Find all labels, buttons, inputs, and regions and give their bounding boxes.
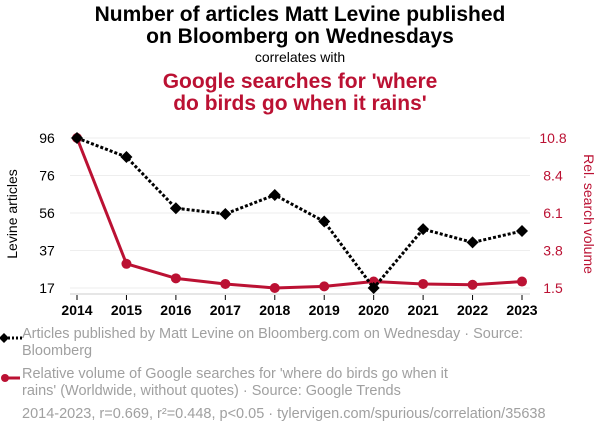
series-google-point bbox=[467, 279, 478, 290]
series-google-point bbox=[121, 258, 132, 269]
y-left-tick-label: 17 bbox=[39, 280, 55, 296]
series-levine-point bbox=[318, 215, 331, 228]
series-google-point bbox=[319, 281, 330, 292]
x-tick-label: 2014 bbox=[61, 302, 92, 318]
series-levine-point bbox=[367, 282, 380, 294]
series-google-line bbox=[75, 137, 523, 290]
y-axis-left-label: Levine articles bbox=[4, 169, 20, 259]
legend-series2-line1: Relative volume of Google searches for '… bbox=[22, 366, 448, 382]
footer-stats: 2014-2023, r=0.669, r²=0.448, p<0.05 · t… bbox=[22, 406, 546, 422]
series-levine-point bbox=[417, 223, 430, 236]
x-tick-label: 2018 bbox=[259, 302, 290, 318]
series-google-point bbox=[418, 278, 429, 289]
chart-title-line2: on Bloomberg on Wednesdays bbox=[146, 25, 454, 48]
chart-title-secondary: Google searches for 'where do birds go w… bbox=[0, 71, 600, 115]
series-levine-point bbox=[219, 207, 232, 220]
legend-swatch-dotted-diamond-icon bbox=[0, 333, 22, 343]
x-tick-label: 2015 bbox=[111, 302, 142, 318]
series-google-point bbox=[220, 278, 231, 289]
legend-swatch-solid-circle-icon bbox=[1, 374, 20, 382]
y-left-tick-label: 96 bbox=[39, 130, 55, 146]
y-right-tick-label: 1.5 bbox=[543, 280, 563, 296]
chart-title-secondary-line2: do birds go when it rains' bbox=[173, 92, 427, 115]
y-axis-right: 1.5 3.8 6.1 8.4 10.8 bbox=[539, 130, 566, 296]
legend-series2-line2: rains' (Worldwide, without quotes) · Sou… bbox=[22, 382, 401, 399]
legend-series1-line1: Articles published by Matt Levine on Blo… bbox=[22, 326, 524, 342]
series-levine-point bbox=[516, 225, 528, 238]
chart-title: Number of articles Matt Levine published… bbox=[0, 4, 600, 48]
x-tick-label: 2019 bbox=[309, 302, 340, 318]
chart-title-secondary-line1: Google searches for 'where bbox=[162, 70, 438, 93]
x-tick-label: 2021 bbox=[408, 302, 439, 318]
x-tick-label: 2023 bbox=[506, 302, 537, 318]
x-tick-label: 2020 bbox=[358, 302, 389, 318]
y-right-tick-label: 8.4 bbox=[543, 168, 563, 184]
series-google-point bbox=[170, 273, 181, 284]
series-levine-point bbox=[71, 132, 83, 144]
y-axis-right-label: Rel. search volume bbox=[581, 154, 597, 274]
x-tick-label: 2022 bbox=[457, 302, 488, 318]
gridlines bbox=[70, 137, 530, 289]
series-levine-point bbox=[120, 150, 133, 163]
series-google-point bbox=[517, 276, 527, 287]
x-axis: 2014 2015 2016 2017 2018 2019 2020 2021 2022 2023 bbox=[61, 293, 538, 318]
x-tick-label: 2017 bbox=[210, 302, 241, 318]
y-left-tick-label: 76 bbox=[39, 168, 55, 184]
chart-subtitle: correlates with bbox=[254, 49, 346, 65]
y-right-tick-label: 6.1 bbox=[543, 205, 563, 221]
x-tick-label: 2016 bbox=[160, 302, 191, 318]
y-left-tick-label: 37 bbox=[39, 243, 55, 259]
y-left-tick-label: 56 bbox=[39, 205, 55, 221]
chart-title-line1: Number of articles Matt Levine published bbox=[94, 3, 506, 26]
series-levine-point bbox=[169, 202, 182, 215]
series-levine-articles bbox=[71, 132, 528, 294]
y-right-tick-label: 10.8 bbox=[539, 130, 566, 146]
series-levine-point bbox=[466, 236, 479, 249]
legend-series1-line2: Bloomberg bbox=[22, 342, 93, 359]
y-axis-left: 17 37 56 76 96 bbox=[39, 130, 55, 296]
series-levine-point bbox=[268, 188, 281, 201]
y-right-tick-label: 3.8 bbox=[543, 243, 563, 259]
series-google-point bbox=[269, 283, 280, 293]
